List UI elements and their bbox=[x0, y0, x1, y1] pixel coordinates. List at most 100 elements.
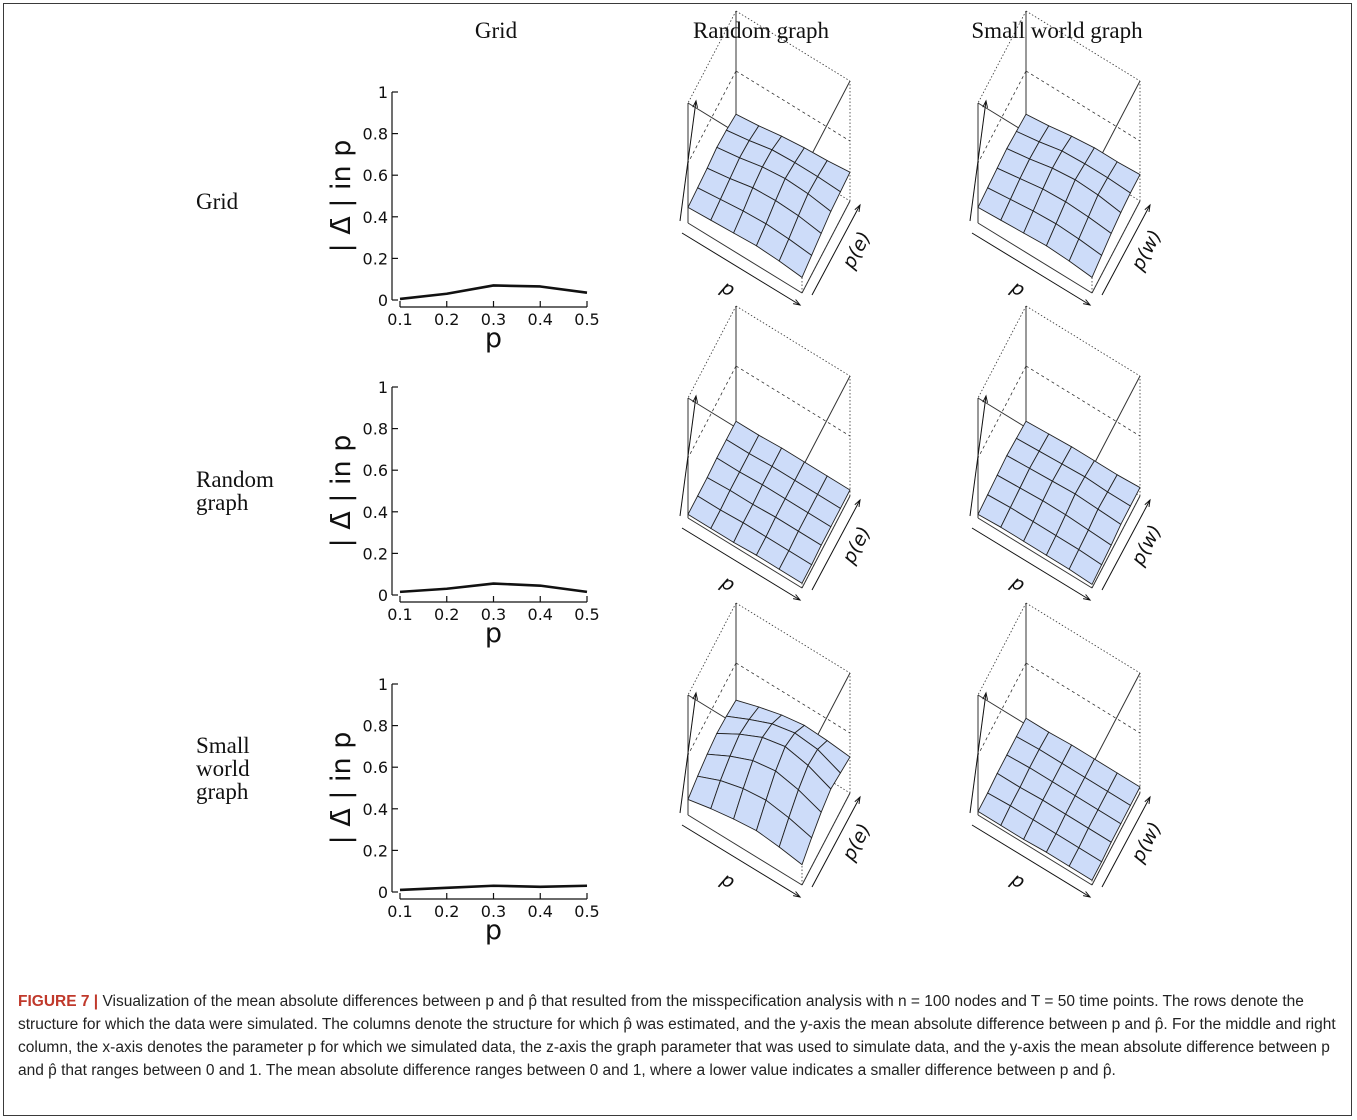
y-axis-arrow bbox=[679, 692, 697, 814]
z-axis-arrow-head bbox=[1144, 498, 1151, 507]
y-axis-title: | Δ̄ | in p bbox=[326, 732, 357, 845]
x-axis-arrow-head bbox=[793, 594, 802, 601]
y-axis-arrow bbox=[969, 692, 987, 814]
x-tick-label: 0.1 bbox=[387, 310, 412, 329]
y-tick-label: 0.6 bbox=[363, 758, 388, 777]
box-edge-base bbox=[801, 200, 851, 294]
y-axis-arrow-head bbox=[982, 99, 988, 108]
y-tick-label: 1 bbox=[378, 378, 388, 397]
y-axis-title: | Δ̄ | in p bbox=[326, 435, 357, 548]
row-label-line: Random bbox=[196, 467, 274, 492]
surface-chart-2: p p(w) bbox=[969, 10, 1167, 306]
y-tick-label: 0 bbox=[378, 586, 388, 605]
z-axis-arrow bbox=[811, 499, 861, 591]
z-axis-arrow bbox=[1101, 796, 1151, 888]
x-axis-title: p bbox=[716, 868, 738, 894]
caption-text: Visualization of the mean absolute diffe… bbox=[18, 993, 1336, 1079]
box-edge-base bbox=[801, 792, 851, 886]
box-grid-half bbox=[687, 662, 737, 756]
surface-chart-4: p p(e) bbox=[679, 305, 875, 601]
y-axis-arrow bbox=[679, 100, 697, 222]
row-label-random-graph: Random graph bbox=[196, 468, 274, 514]
y-tick-label: 0.4 bbox=[363, 503, 388, 522]
z-axis-title: p(e) bbox=[837, 228, 875, 273]
x-axis-arrow-head bbox=[793, 891, 802, 898]
surface-facet bbox=[1068, 238, 1103, 279]
box-grid-half bbox=[1025, 662, 1141, 734]
x-axis-arrow bbox=[681, 527, 801, 601]
x-tick-label: 0.4 bbox=[528, 605, 553, 624]
box-grid-half bbox=[687, 365, 737, 459]
box-edge-top bbox=[735, 602, 851, 674]
y-tick-label: 0.4 bbox=[363, 208, 388, 227]
box-edge-top bbox=[1091, 375, 1141, 469]
box-edge-base bbox=[977, 517, 1093, 589]
box-grid-half bbox=[977, 365, 1027, 459]
figure-label: FIGURE 7 | bbox=[18, 993, 99, 1010]
surface-facet bbox=[1068, 847, 1103, 881]
surface-chart-5: p p(w) bbox=[969, 305, 1167, 601]
box-edge-base bbox=[1091, 200, 1141, 294]
data-line bbox=[399, 884, 588, 892]
x-axis-arrow-head bbox=[1083, 299, 1092, 306]
box-edge-top bbox=[1025, 10, 1141, 82]
z-axis-title: p(w) bbox=[1127, 226, 1167, 275]
box-grid-half bbox=[735, 662, 851, 734]
x-axis-arrow-head bbox=[1083, 594, 1092, 601]
y-tick-label: 0.8 bbox=[363, 717, 388, 736]
row-label-line: world bbox=[196, 756, 250, 781]
z-axis-title: p(e) bbox=[837, 820, 875, 865]
y-axis-arrow-head bbox=[982, 394, 988, 403]
y-tick-label: 0.4 bbox=[363, 800, 388, 819]
x-axis-title: p bbox=[1006, 276, 1028, 302]
row-label-line: Small bbox=[196, 733, 250, 758]
x-tick-label: 0.1 bbox=[387, 902, 412, 921]
line-chart-0: 0 0.2 0.4 0.6 0.8 1 0.1 0.2 0.3 0.4 0.5 p | Δ̄ | in … bbox=[326, 83, 600, 354]
x-axis-title: p bbox=[1006, 571, 1028, 597]
x-tick-label: 0.3 bbox=[481, 605, 506, 624]
x-axis-arrow bbox=[681, 232, 801, 306]
z-axis-arrow-head bbox=[1144, 203, 1151, 212]
surface-facet bbox=[778, 550, 813, 584]
surface-facet bbox=[1068, 548, 1103, 586]
z-axis-title: p(w) bbox=[1127, 818, 1167, 867]
x-tick-label: 0.3 bbox=[481, 310, 506, 329]
box-edge-base bbox=[977, 814, 1093, 886]
box-edge-base bbox=[687, 814, 803, 886]
x-tick-label: 0.5 bbox=[574, 902, 599, 921]
y-axis-arrow-head bbox=[692, 99, 698, 108]
y-axis-arrow bbox=[969, 395, 987, 517]
x-axis-arrow-head bbox=[1083, 891, 1092, 898]
box-edge-top bbox=[1025, 305, 1141, 377]
box-grid-half bbox=[735, 365, 851, 437]
surface-facet bbox=[778, 238, 813, 279]
box-grid-half bbox=[1025, 365, 1141, 437]
x-axis-title: p bbox=[485, 915, 502, 946]
box-edge-base bbox=[801, 495, 851, 589]
figure-frame bbox=[3, 3, 1352, 1116]
box-grid-half bbox=[977, 662, 1027, 756]
z-axis-arrow bbox=[1101, 204, 1151, 296]
figure-caption: FIGURE 7 | Visualization of the mean abs… bbox=[18, 990, 1338, 1082]
box-edge-top bbox=[735, 10, 851, 82]
z-axis-title: p(w) bbox=[1127, 521, 1167, 570]
y-tick-label: 0.6 bbox=[363, 461, 388, 480]
row-label-line: Grid bbox=[196, 189, 239, 214]
y-axis-title: | Δ̄ | in p bbox=[326, 140, 357, 253]
box-edge-top bbox=[1025, 602, 1141, 674]
box-edge-base bbox=[1091, 792, 1141, 886]
row-label-line: graph bbox=[196, 779, 249, 804]
x-axis-arrow bbox=[971, 527, 1091, 601]
row-label-grid: Grid bbox=[196, 190, 238, 213]
surface-chart-8: p p(w) bbox=[969, 602, 1167, 898]
x-tick-label: 0.2 bbox=[434, 902, 459, 921]
x-tick-label: 0.2 bbox=[434, 605, 459, 624]
z-axis-arrow-head bbox=[854, 498, 861, 507]
z-axis-arrow-head bbox=[854, 795, 861, 804]
x-axis-arrow bbox=[971, 232, 1091, 306]
x-tick-label: 0.5 bbox=[574, 310, 599, 329]
y-axis-arrow bbox=[679, 395, 697, 517]
line-chart-3: 0 0.2 0.4 0.6 0.8 1 0.1 0.2 0.3 0.4 0.5 p | Δ̄ | in … bbox=[326, 378, 600, 649]
y-axis-arrow-head bbox=[692, 691, 698, 700]
box-edge-base bbox=[687, 517, 803, 589]
